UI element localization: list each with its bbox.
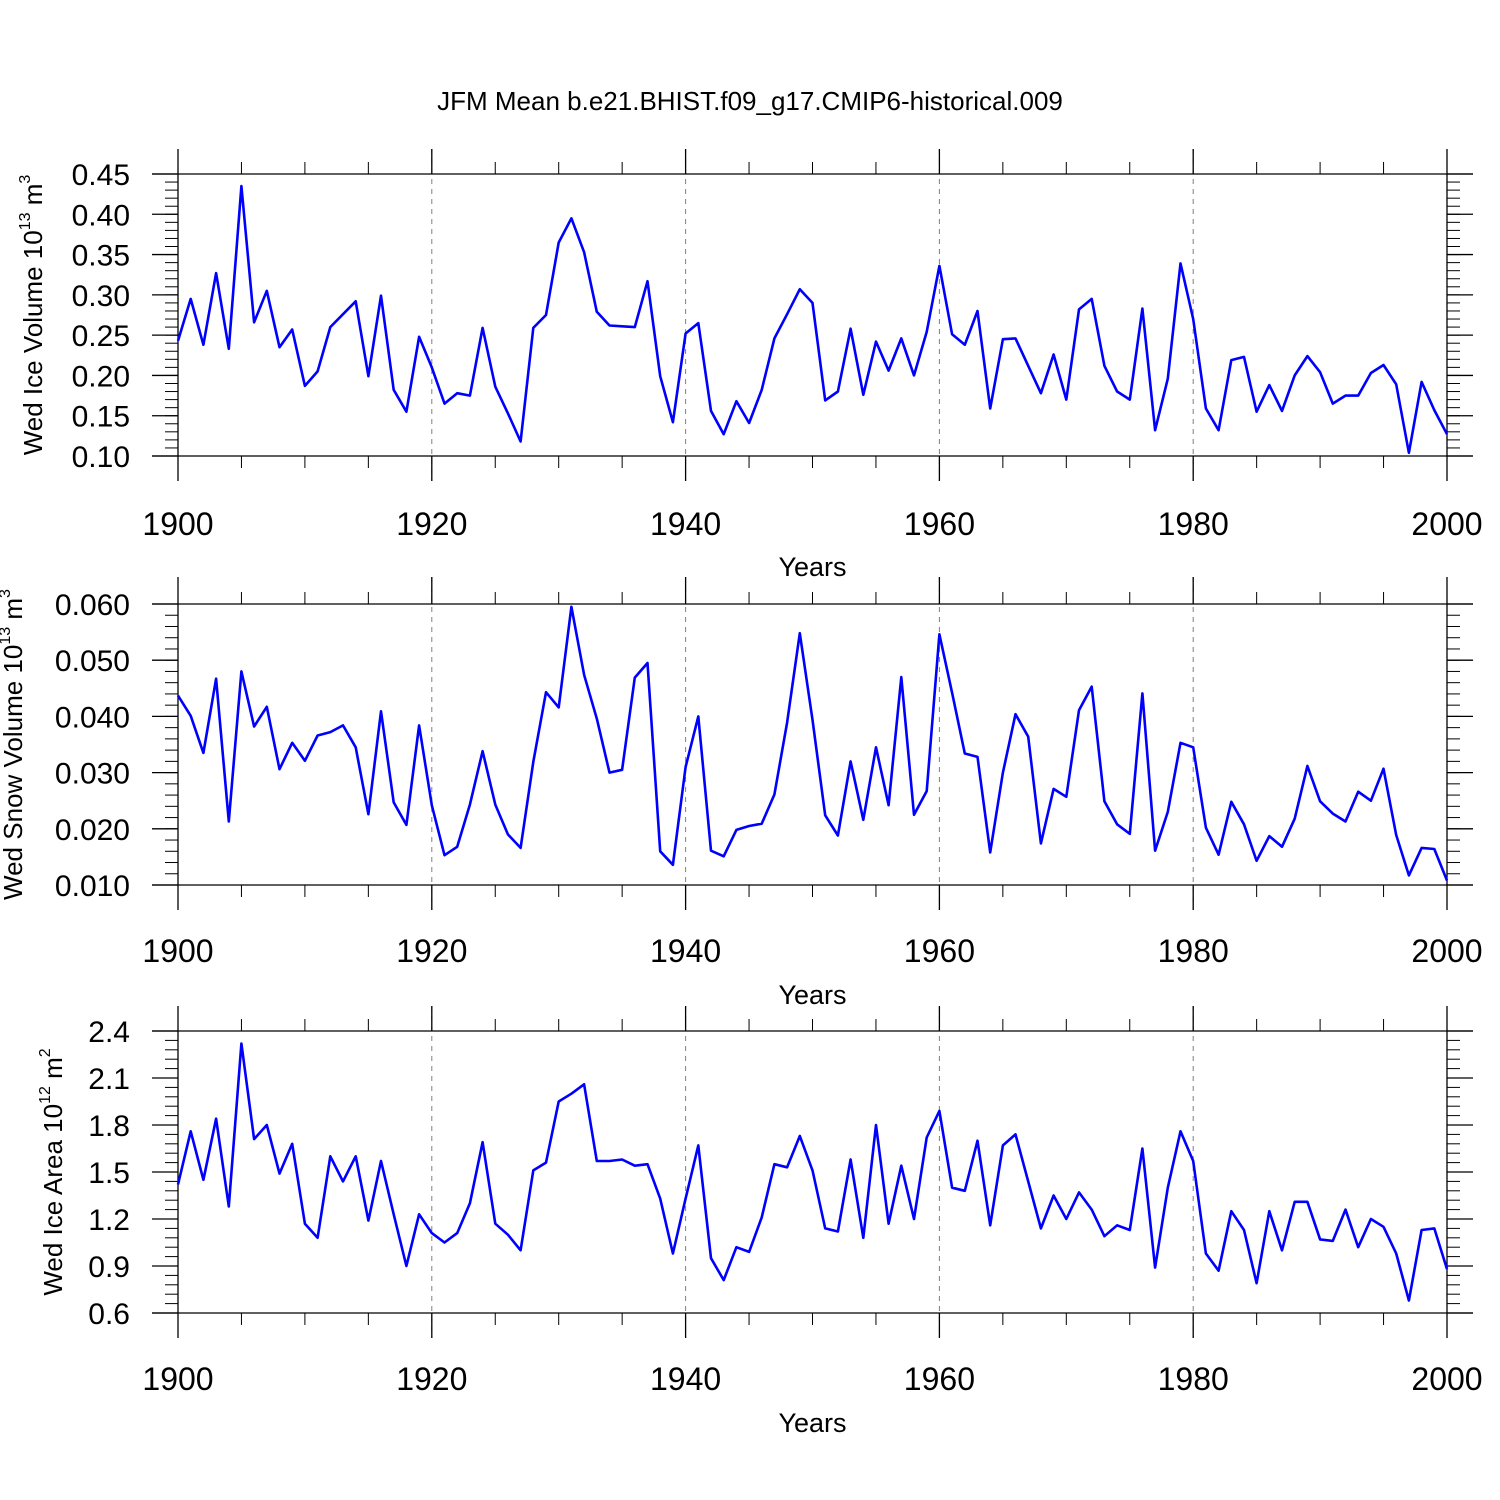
y-axis-label: Wed Ice Area 1012 m2: [37, 1048, 68, 1295]
ice-area-series-line: [176, 1042, 1449, 1302]
x-tick-label: 2000: [1411, 933, 1482, 969]
snow-volume-series-line: [176, 605, 1449, 881]
y-label-prefix: Wed Ice Volume 10: [18, 230, 48, 455]
chart-title: JFM Mean b.e21.BHIST.f09_g17.CMIP6-histo…: [437, 86, 1063, 116]
x-tick-label: 1900: [142, 506, 213, 542]
y-axis-label: Wed Snow Volume 1013 m3: [0, 589, 28, 900]
y-tick-label: 0.15: [72, 401, 130, 434]
y-tick-label: 0.35: [72, 240, 130, 273]
y-tick-label: 0.10: [72, 441, 130, 474]
y-tick-label: 0.020: [55, 814, 130, 847]
y-tick-label: 2.4: [88, 1016, 130, 1049]
snow-volume-panel: 0.010 0.020 0.030 0.040 0.050 0.060 1900 1920 19…: [0, 577, 1483, 1010]
y-tick-label: 0.6: [88, 1298, 130, 1331]
x-tick-label: 1940: [650, 1361, 721, 1397]
x-tick-label: 1940: [650, 506, 721, 542]
x-tick-label: 1980: [1158, 506, 1229, 542]
y-tick-label: 0.40: [72, 199, 130, 232]
y-axis-label: Wed Ice Volume 1013 m3: [17, 175, 48, 456]
x-tick-label: 1960: [904, 1361, 975, 1397]
y-tick-label: 0.9: [88, 1251, 130, 1284]
x-tick-label: 1980: [1158, 1361, 1229, 1397]
y-label-unit-base: m: [38, 1057, 68, 1086]
x-tick-label: 1940: [650, 933, 721, 969]
y-label-unit-exponent: 2: [37, 1048, 54, 1057]
x-axis-label: Years: [778, 1408, 846, 1438]
y-tick-label: 0.030: [55, 758, 130, 791]
x-tick-label: 1920: [396, 1361, 467, 1397]
y-label-unit-exponent: 3: [17, 175, 34, 184]
y-label-unit-base: m: [18, 184, 48, 213]
x-tick-label: 1900: [142, 1361, 213, 1397]
x-tick-label: 1900: [142, 933, 213, 969]
y-label-prefix: Wed Snow Volume 10: [0, 645, 28, 900]
y-label-prefix: Wed Ice Area 10: [38, 1104, 68, 1296]
y-label-exponent: 13: [17, 212, 34, 230]
x-tick-label: 1920: [396, 933, 467, 969]
y-tick-label: 0.060: [55, 589, 130, 622]
x-tick-label: 1960: [904, 933, 975, 969]
y-tick-label: 0.25: [72, 320, 130, 353]
y-tick-label: 0.040: [55, 701, 130, 734]
y-tick-label: 0.20: [72, 360, 130, 393]
x-axis-label: Years: [778, 980, 846, 1010]
x-tick-label: 1960: [904, 506, 975, 542]
x-tick-label: 2000: [1411, 506, 1482, 542]
y-label-unit-base: m: [0, 598, 28, 627]
y-tick-label: 1.2: [88, 1204, 130, 1237]
x-tick-label: 2000: [1411, 1361, 1482, 1397]
x-axis-label: Years: [778, 552, 846, 582]
x-tick-label: 1980: [1158, 933, 1229, 969]
y-tick-label: 0.45: [72, 159, 130, 192]
y-tick-label: 0.30: [72, 280, 130, 313]
y-label-exponent: 13: [0, 627, 14, 645]
y-label-exponent: 12: [37, 1086, 54, 1104]
x-tick-label: 1920: [396, 506, 467, 542]
y-tick-label: 1.8: [88, 1110, 130, 1143]
y-label-unit-exponent: 3: [0, 589, 14, 598]
y-tick-label: 2.1: [88, 1063, 130, 1096]
ice-volume-series-line: [176, 184, 1449, 455]
y-tick-label: 1.5: [88, 1157, 130, 1190]
y-tick-label: 0.010: [55, 870, 130, 903]
ice-area-panel: 0.6 0.9 1.2 1.5 1.8 2.1 2.4 1900 1920 1940 1960 198…: [37, 1006, 1483, 1438]
y-tick-label: 0.050: [55, 645, 130, 678]
ice-volume-panel: 0.10 0.15 0.20 0.25 0.30 0.35 0.40 0.45 1900 1920…: [17, 149, 1483, 582]
